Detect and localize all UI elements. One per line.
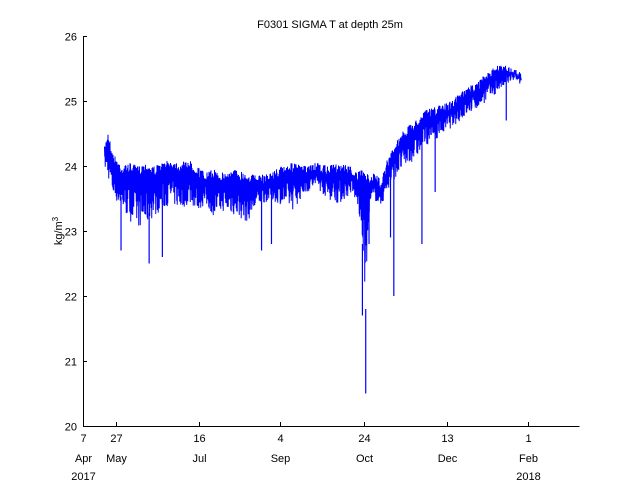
x-tick-day-label: 4 <box>277 433 283 445</box>
y-axis-label: kg/m3 <box>51 216 65 245</box>
y-axis: 20 21 22 23 24 25 26 <box>65 32 87 434</box>
series-line <box>103 65 522 282</box>
y-tick-label: 22 <box>65 292 77 304</box>
y-tick-label: 23 <box>65 227 77 239</box>
x-tick-month-label: Dec <box>438 453 458 465</box>
x-tick-month-label: Jul <box>192 453 206 465</box>
x-tick-day-label: 16 <box>193 433 205 445</box>
y-axis-label-superscript: 3 <box>51 216 60 221</box>
x-tick-month-label: Oct <box>356 453 373 465</box>
x-tick-day-label: 27 <box>110 433 122 445</box>
y-tick-label: 24 <box>65 162 77 174</box>
x-tick-month-label: Apr <box>75 453 92 465</box>
y-tick-label: 20 <box>65 422 77 434</box>
plot-area <box>83 36 579 426</box>
x-tick-year-label: 2018 <box>516 471 540 480</box>
x-tick-day-label: 1 <box>525 433 531 445</box>
x-tick-month-label: May <box>106 453 127 465</box>
x-axis: 7 Apr 2017 27 May 16 Jul 4 Sep 24 Oct 13 Dec 1 Feb 2018 <box>71 422 541 480</box>
y-tick-label: 25 <box>65 97 77 109</box>
y-tick-label: 26 <box>65 32 77 44</box>
x-tick-year-label: 2017 <box>71 471 95 480</box>
y-tick-label: 21 <box>65 357 77 369</box>
x-tick-month-label: Sep <box>271 453 291 465</box>
x-tick-month-label: Feb <box>519 453 538 465</box>
x-tick-day-label: 13 <box>441 433 453 445</box>
series-layer <box>103 65 522 394</box>
chart-title: F0301 SIGMA T at depth 25m <box>257 19 403 31</box>
x-tick-day-label: 24 <box>358 433 370 445</box>
y-axis-label-main: kg/m <box>53 221 65 245</box>
x-tick-day-label: 7 <box>80 433 86 445</box>
